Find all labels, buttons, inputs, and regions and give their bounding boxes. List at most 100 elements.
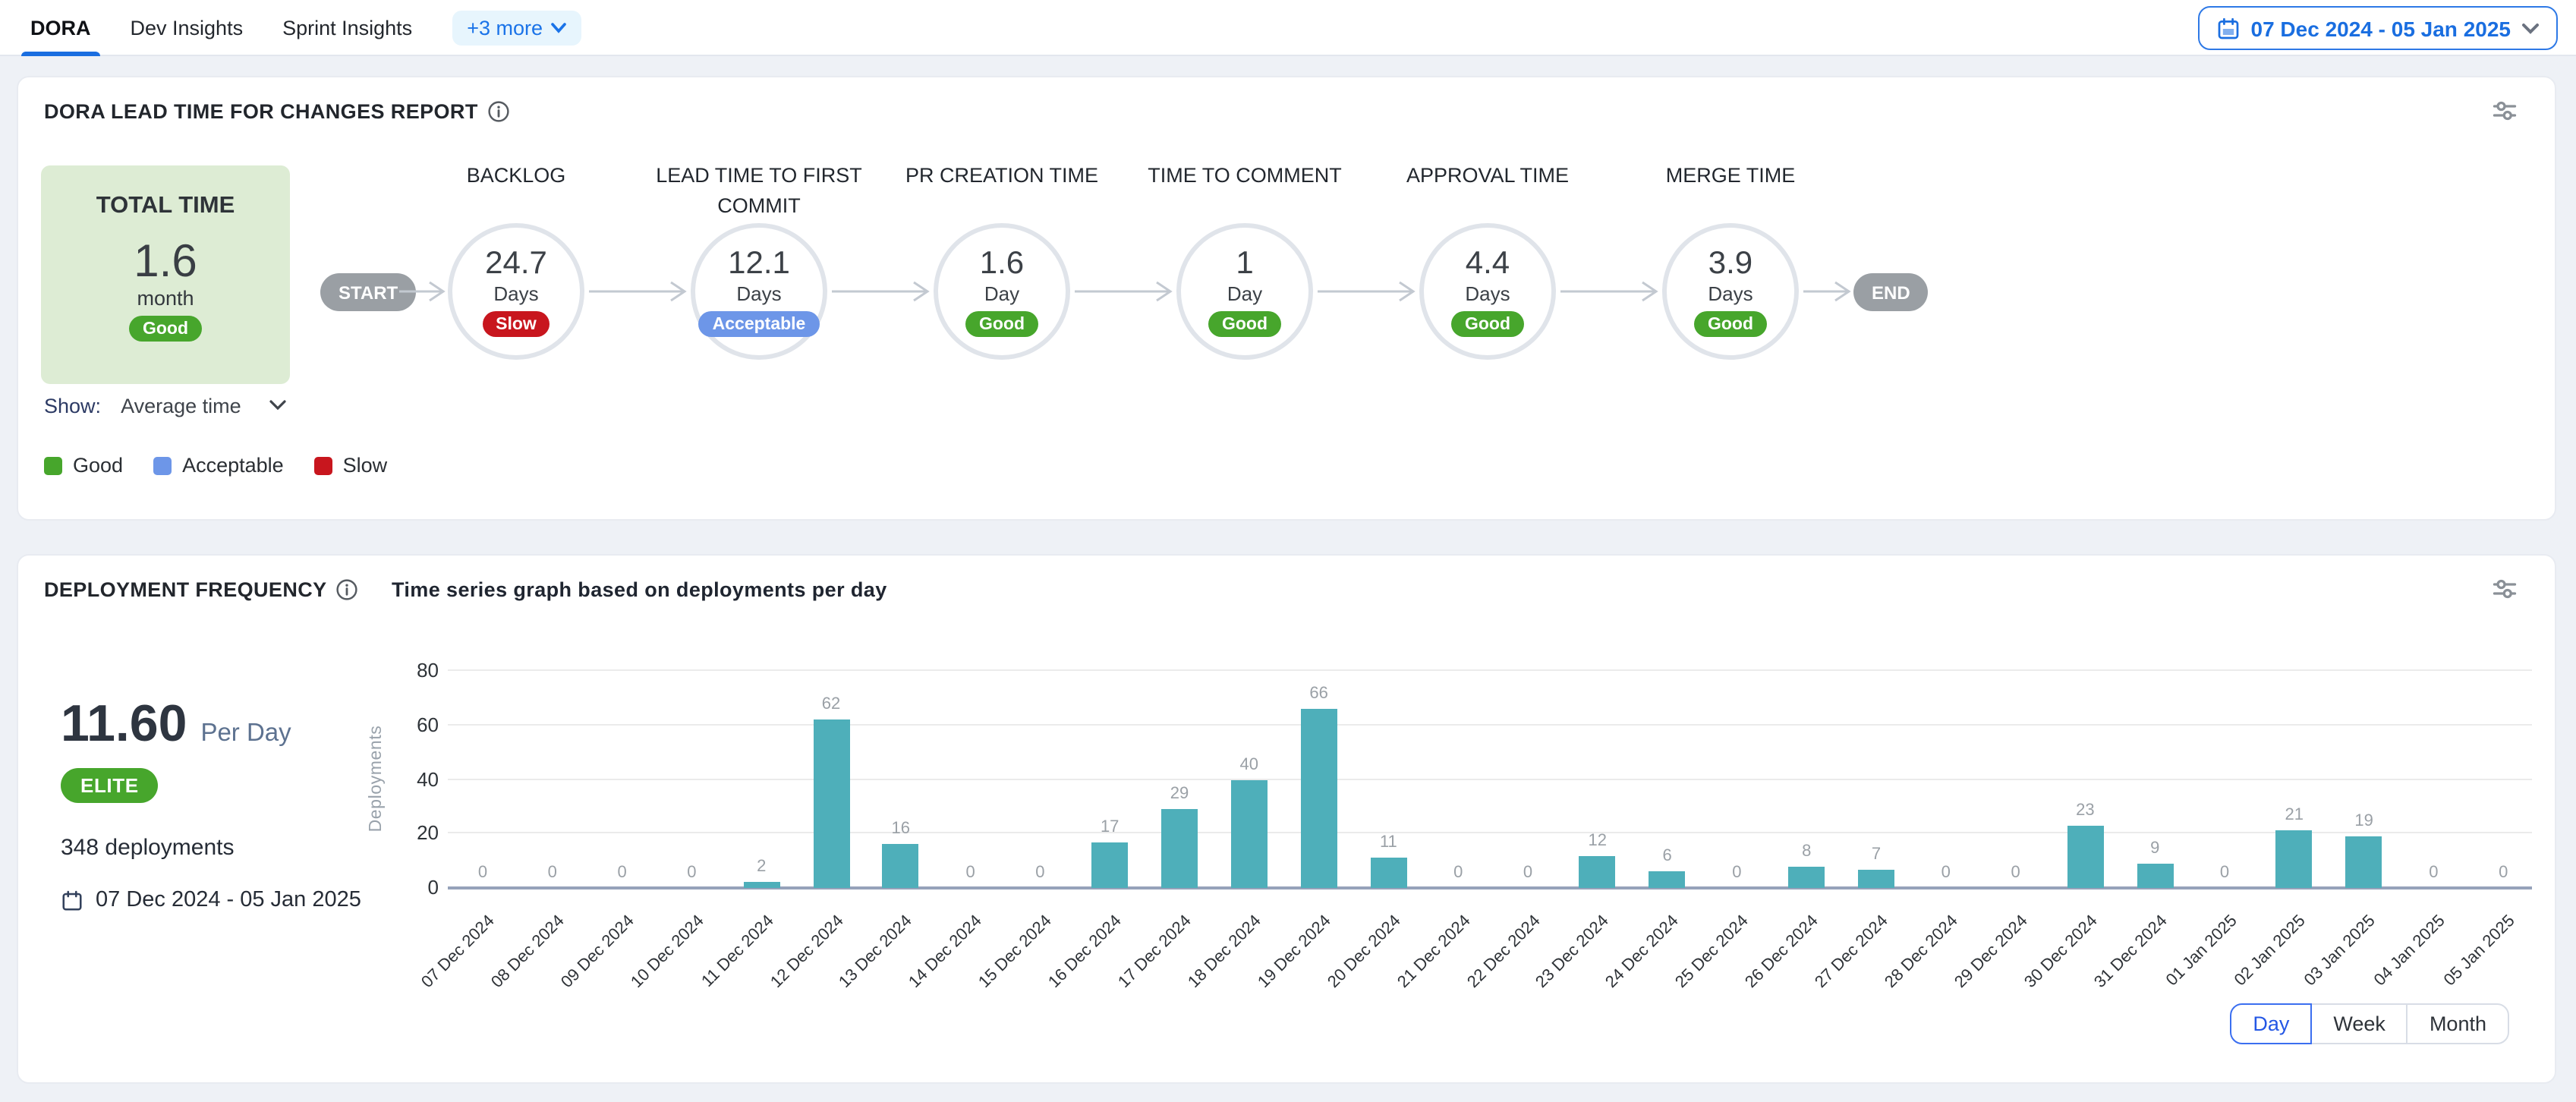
legend-swatch [44,456,62,474]
granularity-week-button[interactable]: Week [2310,1003,2408,1044]
x-axis-label: 22 Dec 2024 [1463,912,1544,992]
deployment-bar[interactable] [1788,866,1825,888]
deployment-bar[interactable] [1091,842,1129,888]
bar-value-label: 12 [1588,831,1608,850]
deployment-bar[interactable] [1649,871,1686,888]
chart-subtitle: Time series graph based on deployments p… [392,578,887,601]
granularity-month-button[interactable]: Month [2406,1003,2509,1044]
calendar-icon [62,889,82,910]
deployment-bar[interactable] [743,882,780,888]
deployment-bar[interactable] [2067,825,2104,888]
legend-item-good: Good [44,454,123,477]
bar-value-label: 0 [477,864,488,882]
x-axis-label: 29 Dec 2024 [1951,912,2032,992]
tab-dora[interactable]: DORA [21,0,99,56]
stage-speed-badge: Good [1208,311,1282,337]
deployment-bar[interactable] [813,719,849,888]
deployment-bar[interactable] [2137,863,2174,888]
total-time-badge: Good [128,316,203,342]
x-axis-line [448,886,2532,889]
legend-swatch [313,456,332,474]
bar-value-label: 19 [2354,812,2373,831]
stage-unit: Days [1708,282,1753,305]
bar-value-label: 29 [1170,785,1189,804]
deployment-card-title-row: DEPLOYMENT FREQUENCY [44,578,359,601]
show-metric-dropdown[interactable]: Show: Average time [44,390,287,420]
deployment-frequency-card: DEPLOYMENT FREQUENCY Time series graph b… [17,554,2556,1084]
deployment-bar[interactable] [2275,830,2313,888]
stage-speed-badge: Good [965,311,1039,337]
stage-value: 4.4 [1465,246,1510,281]
total-time-value: 1.6 [134,237,197,287]
bar-value-label: 17 [1100,817,1120,836]
deployment-bar[interactable] [882,844,919,888]
chart-settings-icon[interactable] [2491,99,2518,123]
y-tick-20: 20 [417,821,439,845]
legend-item-acceptable: Acceptable [153,454,284,477]
deployment-bar[interactable] [1161,809,1198,888]
stage-name-6: MERGE TIME [1665,164,1796,187]
chevron-down-icon [2522,23,2539,33]
deployment-bar[interactable] [1858,869,1894,888]
x-axis-label: 21 Dec 2024 [1393,912,1474,992]
deployment-rate: 11.60 Per Day [61,695,291,754]
bar-value-label: 0 [965,864,975,882]
bar-value-label: 0 [687,864,697,882]
x-axis-label: 12 Dec 2024 [767,912,847,992]
tab-sprint-insights[interactable]: Sprint Insights [282,0,412,56]
info-icon[interactable] [336,578,359,601]
legend-label: Good [73,454,124,477]
total-time-unit: month [137,287,194,310]
stage-name-4: TIME TO COMMENT [1148,164,1342,187]
bar-value-label: 62 [821,695,841,714]
legend-item-slow: Slow [313,454,387,477]
stage-name-2: LEAD TIME TO FIRST COMMIT [656,164,862,217]
deployment-bar[interactable] [2345,836,2382,888]
bar-value-label: 23 [2076,801,2095,820]
info-icon[interactable] [487,100,510,123]
deployment-count: 348 deployments [61,835,235,861]
deployment-date-range: 07 Dec 2024 - 05 Jan 2025 [61,888,361,912]
x-axis-label: 24 Dec 2024 [1602,912,1683,992]
x-axis-label: 15 Dec 2024 [975,912,1056,992]
stage-unit: Days [736,282,782,305]
bar-value-label: 0 [1453,864,1463,882]
x-axis-label: 01 Jan 2025 [2162,912,2241,990]
lead-time-flow-diagram: START BACKLOG 24.7 Days Slow LEAD TIME TO FIR… [18,77,2558,522]
deployment-bar[interactable] [1300,709,1337,888]
bar-value-label: 0 [617,864,627,882]
y-tick-60: 60 [417,713,439,736]
tab-dev-insights[interactable]: Dev Insights [131,0,244,56]
flow-end-pill: END [1853,273,1929,311]
x-axis-label: 10 Dec 2024 [627,912,707,992]
granularity-day-button[interactable]: Day [2230,1003,2313,1044]
x-axis-label: 18 Dec 2024 [1185,912,1265,992]
deployment-bar[interactable] [1579,855,1616,888]
chart-settings-icon[interactable] [2491,577,2518,601]
bar-value-label: 0 [2499,864,2508,882]
lead-time-title: DORA LEAD TIME FOR CHANGES REPORT [44,100,478,123]
deployment-rate-value: 11.60 [61,695,187,753]
x-axis-label: 20 Dec 2024 [1324,912,1404,992]
show-selected-value: Average time [121,394,241,417]
top-navigation-bar: DORA Dev Insights Sprint Insights +3 mor… [0,0,2576,56]
legend-swatch [153,456,172,474]
stage-speed-badge: Good [1693,311,1768,337]
tab-dev-insights-label: Dev Insights [130,17,244,39]
deployment-bar[interactable] [1230,779,1268,888]
tab-list: DORA Dev Insights Sprint Insights +3 mor… [21,0,581,56]
date-range-picker[interactable]: 07 Dec 2024 - 05 Jan 2025 [2197,6,2558,50]
bar-value-label: 2 [757,858,767,877]
stage-unit: Days [493,282,539,305]
calendar-icon [2218,17,2238,39]
more-tabs-button[interactable]: +3 more [452,11,581,46]
x-axis-label: 09 Dec 2024 [557,912,638,992]
stage-value: 3.9 [1708,246,1753,281]
stage-value: 12.1 [728,246,790,281]
total-time-card: TOTAL TIME 1.6 month Good [41,165,290,384]
stage-speed-badge: Good [1450,311,1525,337]
x-axis-label: 08 Dec 2024 [488,912,568,992]
chart-gridline [448,723,2532,726]
stage-node-6: 3.9 Days Good [1662,223,1799,360]
deployment-bar[interactable] [1370,858,1407,888]
